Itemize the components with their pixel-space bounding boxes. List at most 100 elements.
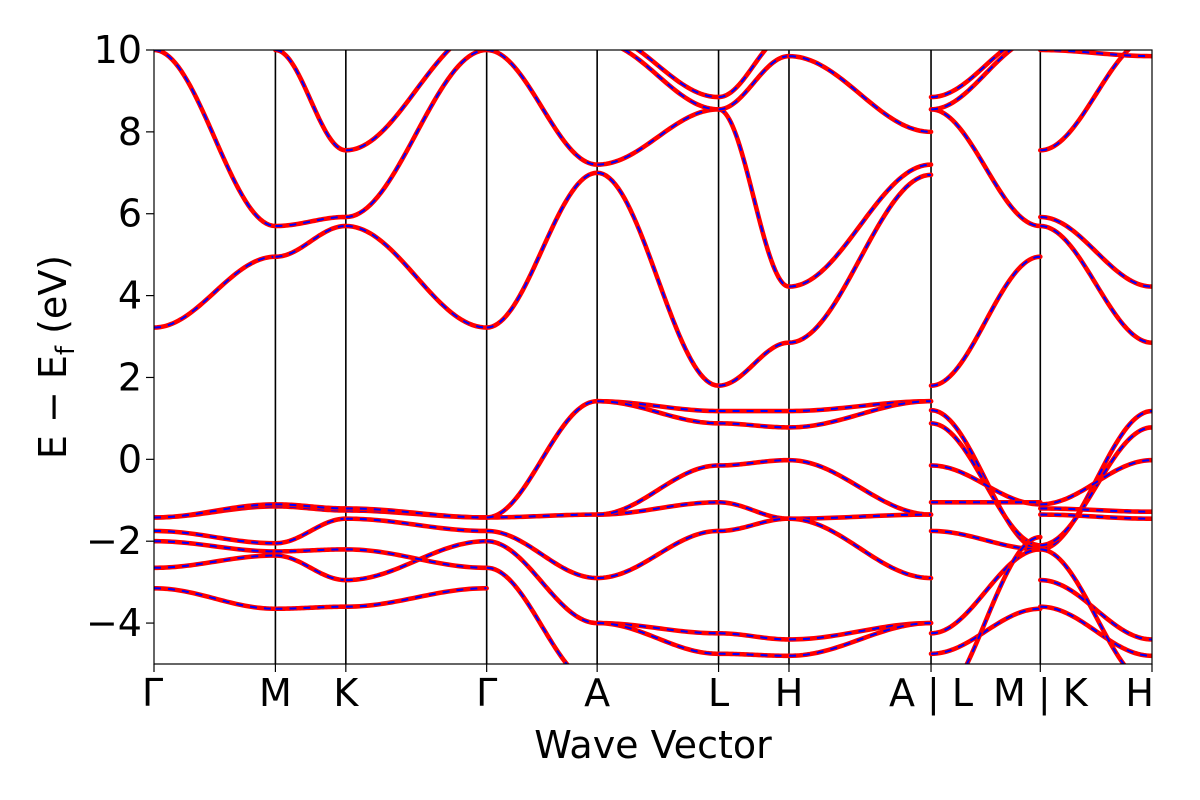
band-line-dashed bbox=[1040, 216, 1152, 288]
band-line-dashed bbox=[1040, 579, 1152, 641]
band-line-dashed bbox=[718, 50, 767, 99]
band-line bbox=[343, 50, 452, 153]
band-line-dashed bbox=[636, 50, 719, 99]
band-line bbox=[786, 162, 934, 289]
x-tick-label: H bbox=[775, 671, 804, 715]
band-line-dashed bbox=[718, 632, 789, 641]
y-tick-label: 8 bbox=[118, 110, 142, 154]
band-line-dashed bbox=[718, 108, 790, 288]
band-line-dashed bbox=[931, 607, 1041, 655]
band-line-dashed bbox=[275, 605, 346, 610]
band-line-dashed bbox=[1040, 225, 1152, 344]
bands bbox=[154, 50, 1152, 664]
band-line-dashed bbox=[597, 464, 719, 516]
y-axis-label-main: E − E bbox=[31, 355, 75, 459]
band-line-dashed bbox=[718, 341, 790, 387]
band-line-dashed bbox=[486, 50, 598, 166]
band-line bbox=[786, 53, 934, 135]
band-line-dashed bbox=[788, 173, 932, 344]
y-axis: −4 −2 0 2 4 6 8 10 bbox=[86, 28, 154, 645]
band-line-dashed bbox=[1040, 548, 1125, 664]
x-tick-label: Γ bbox=[142, 671, 163, 715]
band-line-dashed bbox=[486, 171, 598, 329]
band-line bbox=[273, 516, 349, 546]
band-line-dashed bbox=[1040, 426, 1152, 547]
x-tick-label: A bbox=[584, 671, 610, 715]
band-line-dashed bbox=[965, 536, 1041, 664]
x-tick-label: H bbox=[1125, 671, 1154, 715]
band-line-dashed bbox=[597, 501, 719, 516]
plot-background bbox=[154, 50, 1152, 664]
band-line-dashed bbox=[345, 548, 487, 569]
band-line-dashed bbox=[718, 55, 790, 111]
band-line-dashed bbox=[486, 513, 598, 519]
y-axis-label-subscript: f bbox=[51, 345, 81, 355]
y-tick-label: −4 bbox=[86, 601, 142, 645]
band-line-dashed bbox=[718, 652, 789, 657]
band-line-dashed bbox=[788, 622, 932, 641]
band-line-dashed bbox=[930, 108, 1041, 228]
band-line-dashed bbox=[597, 529, 719, 580]
x-tick-label: M | K bbox=[993, 671, 1089, 716]
band-line-dashed bbox=[154, 255, 276, 329]
band-line-dashed bbox=[345, 587, 487, 608]
plot-frame bbox=[153, 49, 1153, 665]
band-line-dashed bbox=[345, 507, 487, 519]
band-line-dashed bbox=[718, 517, 789, 532]
y-tick-label: 4 bbox=[118, 274, 142, 318]
band-line-dashed bbox=[1040, 459, 1152, 506]
y-axis-label: E − Ef (eV) bbox=[31, 255, 81, 459]
band-line-dashed bbox=[486, 529, 598, 580]
band-line-dashed bbox=[154, 50, 276, 228]
band-line-dashed bbox=[275, 503, 346, 510]
band-line-dashed bbox=[597, 400, 719, 425]
y-axis-label-unit: (eV) bbox=[31, 255, 75, 346]
band-line-dashed bbox=[486, 566, 569, 664]
band-line-dashed bbox=[930, 548, 1041, 635]
band-line-dashed bbox=[1040, 507, 1152, 513]
x-tick-label: K bbox=[333, 671, 359, 715]
band-line-dashed bbox=[345, 517, 487, 532]
band-line-dashed bbox=[788, 513, 932, 520]
band-line-dashed bbox=[597, 171, 719, 387]
band-line bbox=[273, 223, 349, 260]
band-line-dashed bbox=[345, 225, 487, 329]
y-tick-label: 2 bbox=[118, 355, 142, 399]
band-line-dashed bbox=[788, 622, 932, 657]
band-line-dashed bbox=[1040, 50, 1130, 152]
band-line-dashed bbox=[345, 50, 487, 219]
band-line-dashed bbox=[597, 108, 719, 166]
x-axis-label: Wave Vector bbox=[534, 723, 772, 767]
band-line-dashed bbox=[154, 503, 276, 519]
y-tick-label: 0 bbox=[118, 437, 142, 481]
band-line-dashed bbox=[788, 459, 932, 516]
band-line-dashed bbox=[597, 622, 719, 655]
band-line-dashed bbox=[930, 50, 1005, 99]
band-line-dashed bbox=[718, 422, 789, 429]
band-line-dashed bbox=[930, 50, 1013, 111]
band-line bbox=[273, 553, 349, 583]
band-line-dashed bbox=[154, 540, 276, 553]
band-line-dashed bbox=[154, 529, 276, 545]
band-line-dashed bbox=[930, 255, 1041, 387]
band-line-dashed bbox=[154, 587, 276, 610]
band-line-dashed bbox=[718, 459, 789, 467]
x-tick-label: Γ bbox=[476, 671, 497, 715]
band-line-dashed bbox=[1040, 513, 1152, 520]
band-line-dashed bbox=[1040, 605, 1152, 657]
band-line-dashed bbox=[486, 400, 598, 519]
band-line-dashed bbox=[788, 400, 932, 429]
x-tick-label: L bbox=[708, 671, 729, 715]
band-line-dashed bbox=[788, 517, 932, 580]
x-tick-label: M bbox=[259, 671, 292, 715]
band-line-dashed bbox=[622, 50, 719, 111]
band-line-dashed bbox=[154, 554, 276, 569]
y-tick-label: 10 bbox=[94, 28, 142, 72]
band-line-dashed bbox=[486, 540, 598, 625]
x-tick-label: A | L bbox=[889, 671, 973, 716]
y-tick-label: 6 bbox=[118, 192, 142, 236]
band-line-dashed bbox=[275, 216, 346, 228]
y-tick-label: −2 bbox=[86, 519, 142, 563]
